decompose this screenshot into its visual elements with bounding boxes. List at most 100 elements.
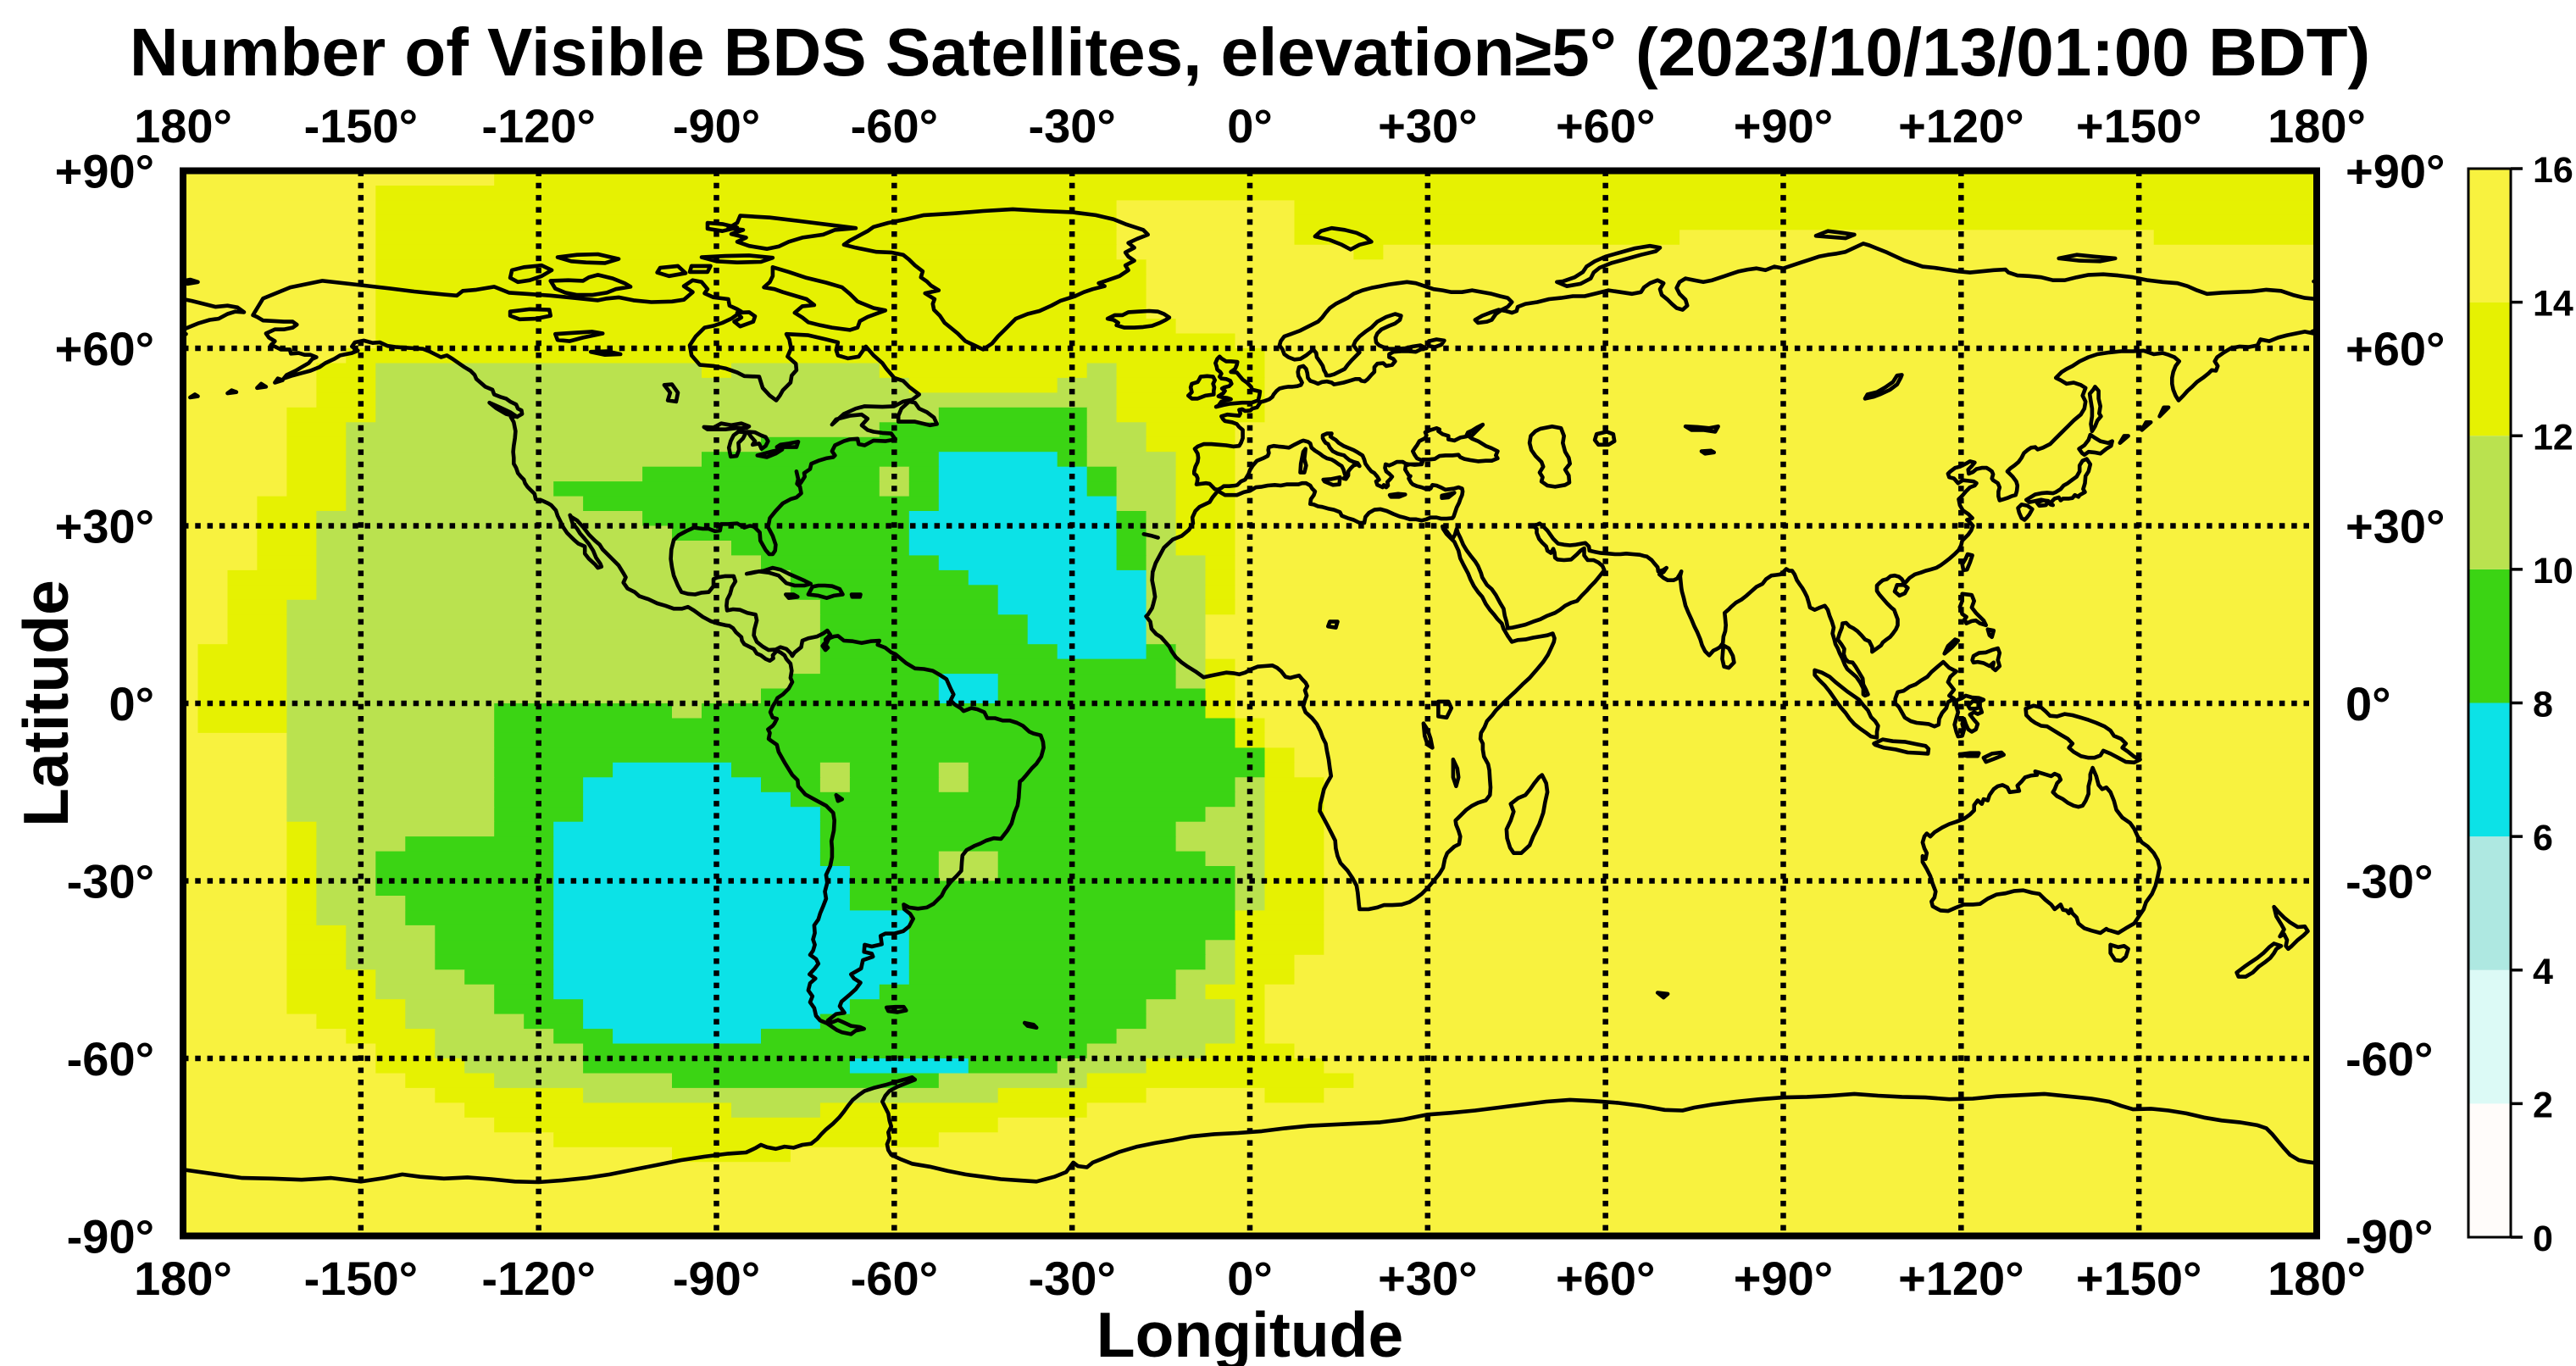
heat-cell-run: [405, 1073, 495, 1089]
heat-cell-run: [494, 821, 554, 837]
y-tick-left-2: +30°: [55, 500, 154, 553]
heat-cell-run: [316, 541, 732, 557]
heat-cell-run: [286, 614, 821, 630]
heat-cell-run: [819, 836, 1177, 852]
heat-cell-run: [186, 1132, 554, 1148]
heat-cell-run: [938, 555, 1118, 571]
heat-cell-run: [375, 214, 1118, 231]
colorbar-tick-label-8: 8: [2533, 685, 2553, 725]
heat-cell-run: [1116, 363, 1266, 379]
heat-cell-run: [997, 851, 1207, 867]
chart-title: Number of Visible BDS Satellites, elevat…: [130, 14, 2370, 90]
y-tick-left-6: -90°: [67, 1210, 154, 1263]
heat-cell-run: [849, 762, 940, 778]
heat-cell-run: [1086, 466, 1118, 482]
heat-cell-run: [1264, 1087, 1325, 1104]
heat-cell-run: [186, 363, 318, 379]
heat-cell-run: [938, 1073, 1088, 1089]
heat-cell-run: [553, 851, 821, 867]
heat-cell-run: [1057, 377, 1118, 394]
heat-cell-run: [257, 496, 347, 512]
heat-cell-run: [731, 363, 880, 379]
heat-cell-run: [405, 1013, 525, 1030]
heat-cell-run: [346, 481, 554, 497]
heat-cell-run: [186, 1029, 347, 1045]
heat-cell-run: [316, 363, 376, 379]
heat-cell-run: [186, 644, 199, 660]
heat-cell-run: [819, 1102, 1088, 1119]
heat-cell-run: [346, 422, 880, 438]
heat-cell-run: [286, 599, 821, 615]
heat-cell-run: [1146, 614, 1207, 630]
heat-cell-run: [186, 319, 376, 335]
heat-cell-run: [186, 984, 288, 1000]
x-tick-bottom-11: +150°: [2076, 1252, 2202, 1305]
x-tick-bottom-1: -150°: [304, 1252, 418, 1305]
heat-cell-run: [1324, 807, 2313, 823]
heat-cell-run: [553, 984, 880, 1000]
heat-cell-run: [1264, 1029, 2313, 1045]
heat-cell-run: [186, 259, 376, 275]
heat-cell-run: [375, 303, 1147, 319]
heat-cell-run: [405, 999, 495, 1015]
heat-cell-run: [1264, 821, 1325, 837]
heat-cell-run: [1086, 407, 1118, 423]
heat-cell-run: [316, 585, 791, 601]
heat-cell-run: [583, 496, 940, 512]
heat-cell-run: [286, 777, 495, 793]
heat-cell-run: [1175, 821, 1266, 837]
colorbar: 0 2 4 6 8 10 12 14 16: [2467, 150, 2573, 1259]
heat-cell-run: [553, 954, 910, 970]
heat-cell-run: [1264, 732, 2313, 749]
heat-cell-run: [672, 703, 702, 719]
heat-cell-run: [286, 762, 495, 778]
heat-cell-run: [435, 954, 554, 970]
heat-cell-run: [197, 644, 288, 660]
heat-cell-run: [1175, 452, 1236, 468]
heat-cell-run: [908, 511, 1118, 527]
heat-cell-run: [938, 851, 999, 867]
heat-cell-run: [316, 910, 406, 926]
heat-cell-run: [761, 777, 821, 793]
heat-cell-run: [316, 392, 376, 408]
heat-cell-run: [1205, 703, 1236, 719]
heat-cell-run: [227, 569, 318, 586]
heat-cell-run: [375, 200, 1118, 216]
heat-cell-run: [186, 407, 288, 423]
y-tick-left-5: -60°: [67, 1032, 154, 1086]
heat-cell-run: [1264, 791, 1325, 808]
heat-cell-run: [1175, 319, 2313, 335]
heat-cell-run: [968, 777, 1236, 793]
colorbar-segment-0-2: [2468, 1103, 2511, 1237]
heat-cell-run: [553, 836, 821, 852]
heat-cell-run: [1235, 940, 1325, 956]
heat-cell-run: [553, 969, 910, 986]
heat-cell-run: [286, 925, 347, 941]
heat-cell-run: [186, 585, 229, 601]
heat-cell-run: [849, 896, 1236, 912]
y-tick-left-4: -30°: [67, 855, 154, 908]
heat-cell-run: [553, 896, 851, 912]
heat-cell-run: [375, 363, 702, 379]
heat-cell-run: [464, 1058, 584, 1074]
heat-cell-run: [464, 969, 554, 986]
heat-cell-run: [908, 940, 1207, 956]
heat-cell-run: [494, 747, 1266, 764]
heat-cell-run: [375, 880, 554, 897]
heat-cell-run: [819, 644, 1058, 660]
heat-cell-run: [1264, 866, 1325, 882]
heat-cell-run: [286, 732, 495, 749]
colorbar-segment-2-4: [2468, 969, 2511, 1104]
heat-cell-run: [1383, 244, 2313, 260]
heat-cell-run: [1264, 807, 1325, 823]
heat-cell-run: [186, 230, 376, 246]
heat-cell-run: [1235, 718, 1266, 734]
heat-cell-run: [346, 452, 702, 468]
heat-cell-run: [286, 851, 318, 867]
heat-cell-run: [553, 1029, 613, 1045]
heat-cell-run: [1235, 555, 2313, 571]
heat-cell-run: [1116, 1029, 1236, 1045]
heat-cell-run: [186, 1013, 318, 1030]
heat-cell-run: [186, 274, 376, 290]
heat-cell-run: [1324, 925, 2313, 941]
